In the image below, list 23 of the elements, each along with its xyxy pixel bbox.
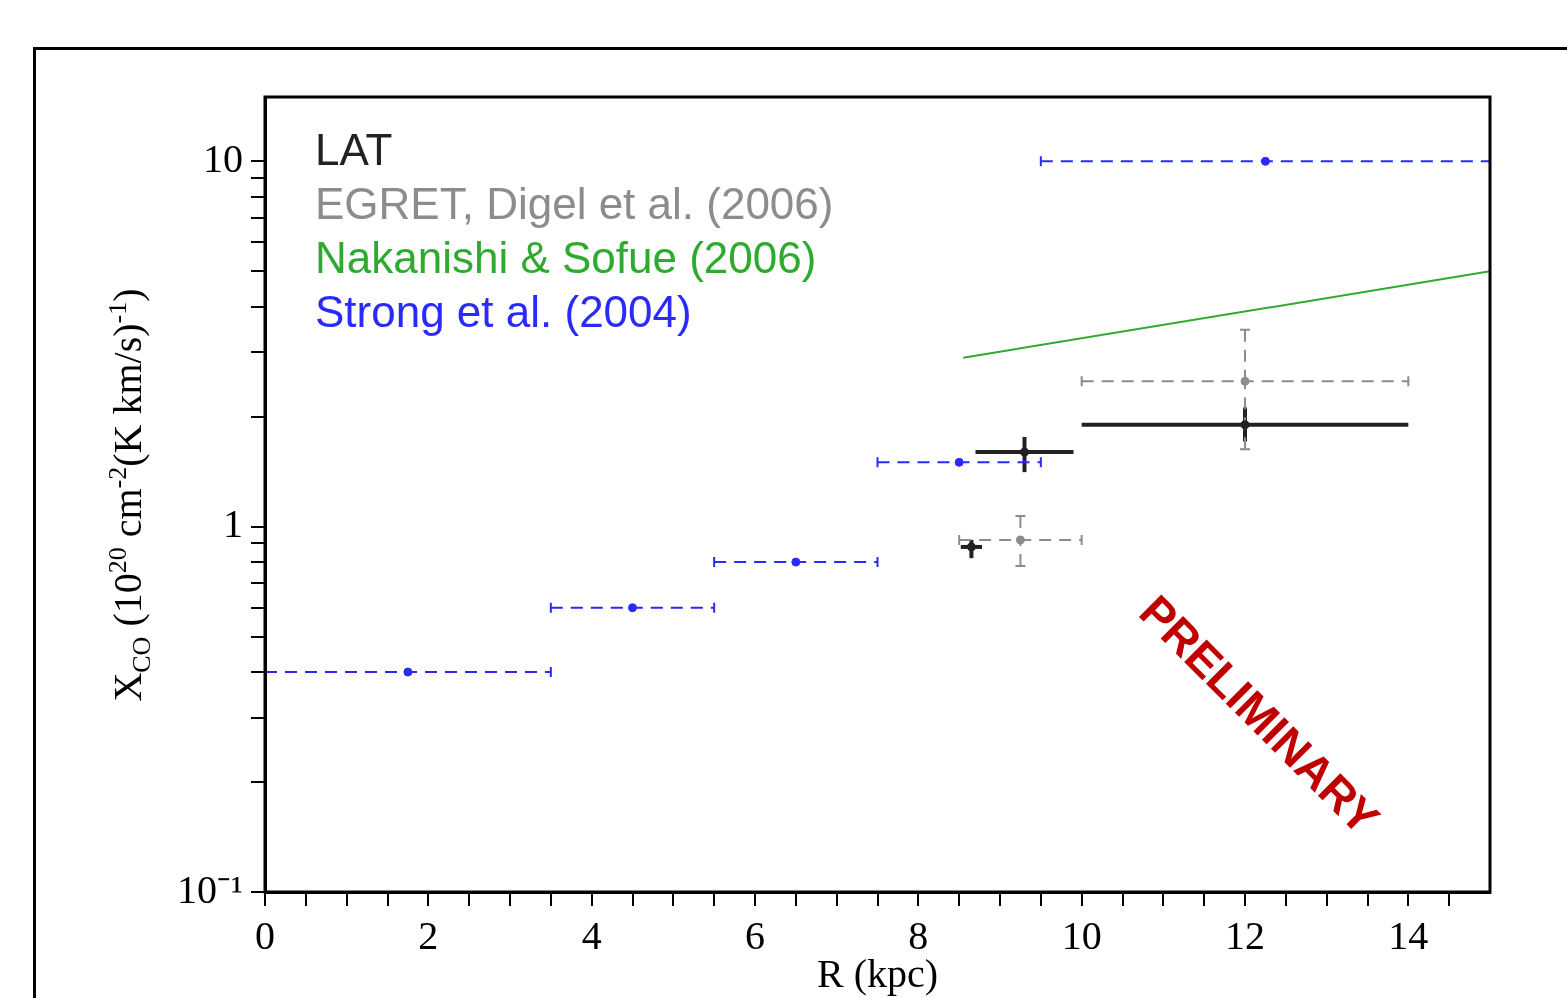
x-tick-label: 4 [581, 912, 602, 958]
point [403, 667, 413, 677]
point [628, 603, 637, 613]
x-tick-label: 10 [1061, 912, 1102, 958]
point [1240, 376, 1250, 386]
point [1015, 535, 1025, 545]
point [1240, 420, 1250, 430]
x-tick-label: 12 [1225, 912, 1265, 958]
y-tick-label: 10 [203, 135, 243, 181]
x-tick-label: 2 [418, 912, 439, 958]
text: EGRET, Digel et al. (2006) [315, 179, 834, 228]
point [1020, 447, 1029, 457]
text: Nakanishi & Sofue (2006) [315, 233, 817, 282]
point [954, 457, 964, 467]
x-tick-label: 14 [1388, 912, 1429, 958]
text: LAT [315, 125, 393, 174]
x-tick-label: 6 [745, 912, 765, 958]
point [1260, 156, 1270, 166]
x-tick-label: 0 [255, 912, 275, 958]
point [791, 557, 801, 567]
y-tick-label: 10⁻¹ [177, 866, 243, 912]
text: Strong et al. (2004) [315, 287, 692, 336]
y-tick-label: 1 [223, 501, 243, 547]
